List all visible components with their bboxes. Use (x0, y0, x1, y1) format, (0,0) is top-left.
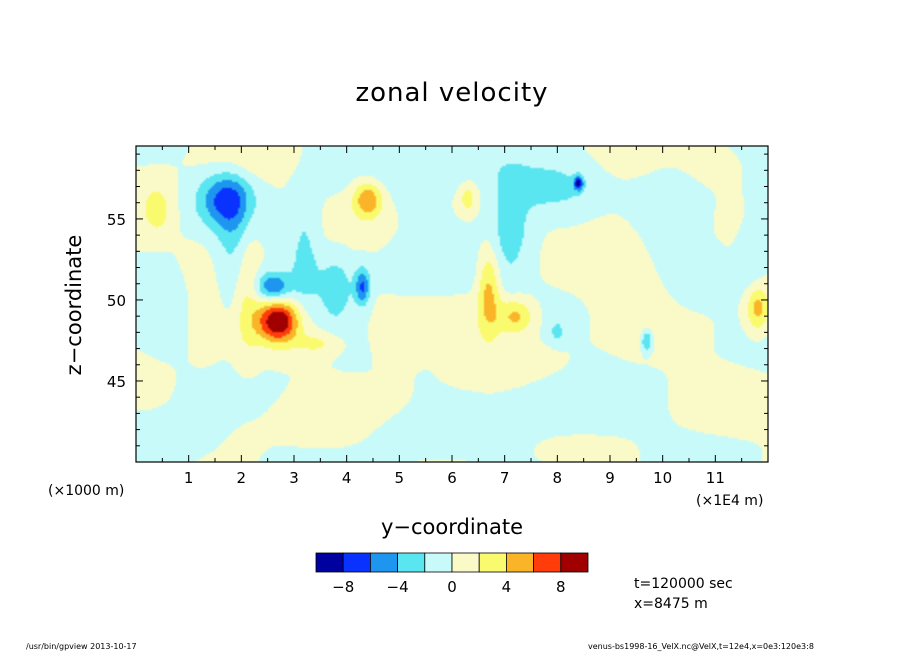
colorbar-swatch (478, 552, 507, 573)
heatmap-field (136, 146, 768, 462)
y-tick-label: 55 (107, 211, 126, 229)
colorbar-label: −8 (332, 578, 354, 596)
colorbar-swatch (533, 552, 562, 573)
x-axis-unit-left: (×1000 m) (48, 483, 125, 499)
colorbar-label: 4 (502, 578, 512, 596)
y-axis-label: z−coordinate (62, 234, 86, 376)
x-axis-unit-right: (×1E4 m) (696, 493, 764, 509)
x-tick-label: 4 (342, 469, 352, 487)
colorbar-swatch (369, 552, 398, 573)
chart-title: zonal velocity (355, 78, 549, 108)
x-tick-label: 1 (184, 469, 194, 487)
x-tick-label: 2 (237, 469, 247, 487)
colorbar-swatch (451, 552, 480, 573)
colorbar-swatch (342, 552, 371, 573)
footer-left: /usr/bin/gpview 2013-10-17 (26, 642, 137, 651)
colorbar-swatch (397, 552, 426, 573)
y-tick-label: 50 (107, 292, 126, 310)
colorbar-swatch (505, 552, 534, 573)
x-tick-label: 3 (289, 469, 299, 487)
colorbar-swatch (315, 552, 344, 573)
colorbar-label: 8 (556, 578, 566, 596)
x-tick-label: 10 (653, 469, 672, 487)
colorbar-swatch (560, 552, 589, 573)
x-axis-label: y−coordinate (380, 515, 524, 539)
colorbar-swatch (424, 552, 453, 573)
time-info: t=120000 sec (634, 576, 733, 592)
y-tick-label: 45 (107, 373, 126, 391)
x-tick-label: 8 (553, 469, 563, 487)
x-tick-label: 5 (395, 469, 405, 487)
x-tick-label: 9 (605, 469, 615, 487)
x-tick-label: 6 (447, 469, 457, 487)
position-info: x=8475 m (634, 596, 708, 612)
x-tick-label: 7 (500, 469, 510, 487)
colorbar-label: 0 (447, 578, 457, 596)
x-tick-label: 11 (706, 469, 725, 487)
footer-right: venus-bs1998-16_VelX.nc@VelX,t=12e4,x=0e… (588, 642, 814, 651)
colorbar-label: −4 (387, 578, 409, 596)
